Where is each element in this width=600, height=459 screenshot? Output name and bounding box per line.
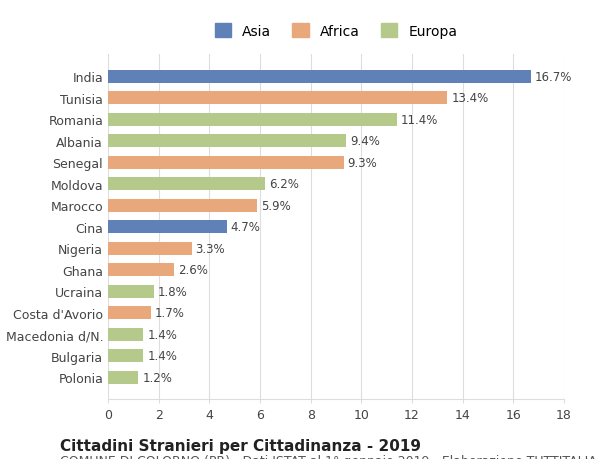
Bar (108, 221, 227, 234)
Text: 16.7%: 16.7% (535, 71, 572, 84)
Bar (108, 135, 346, 148)
Text: 6.2%: 6.2% (269, 178, 299, 191)
Bar (108, 178, 265, 191)
Bar (108, 328, 143, 341)
Bar (108, 307, 151, 319)
Text: 4.7%: 4.7% (231, 221, 261, 234)
Legend: Asia, Africa, Europa: Asia, Africa, Europa (208, 17, 464, 46)
Bar (108, 371, 139, 384)
Text: 1.4%: 1.4% (147, 349, 177, 362)
Bar (108, 263, 174, 276)
Text: 2.6%: 2.6% (178, 263, 208, 277)
Text: 1.2%: 1.2% (142, 371, 172, 384)
Bar (108, 349, 143, 362)
Bar (108, 242, 191, 255)
Bar (108, 285, 154, 298)
Text: Cittadini Stranieri per Cittadinanza - 2019: Cittadini Stranieri per Cittadinanza - 2… (60, 438, 421, 453)
Bar (108, 92, 448, 105)
Text: COMUNE DI COLORNO (PR) - Dati ISTAT al 1° gennaio 2019 - Elaborazione TUTTITALIA: COMUNE DI COLORNO (PR) - Dati ISTAT al 1… (60, 454, 600, 459)
Text: 3.3%: 3.3% (196, 242, 225, 255)
Bar (108, 199, 257, 212)
Text: 1.7%: 1.7% (155, 307, 185, 319)
Text: 9.3%: 9.3% (347, 157, 377, 169)
Text: 5.9%: 5.9% (261, 199, 291, 212)
Text: 9.4%: 9.4% (350, 135, 380, 148)
Text: 1.4%: 1.4% (147, 328, 177, 341)
Bar (108, 71, 531, 84)
Text: 13.4%: 13.4% (451, 92, 488, 105)
Bar (108, 113, 397, 127)
Text: 1.8%: 1.8% (157, 285, 187, 298)
Bar (108, 157, 344, 169)
Text: 11.4%: 11.4% (401, 113, 438, 127)
